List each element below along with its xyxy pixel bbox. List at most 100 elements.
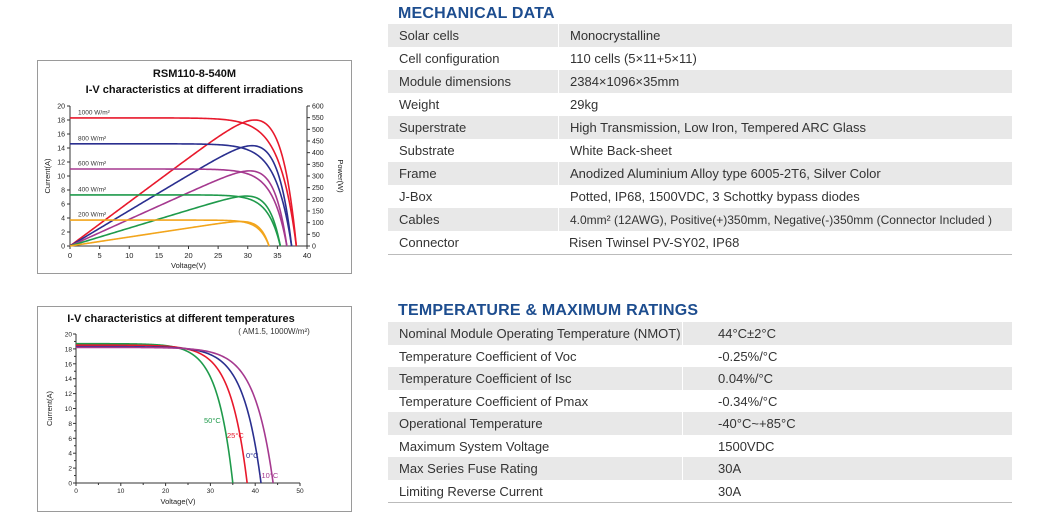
y2-tick-label: 600 xyxy=(312,104,324,111)
row-value: 4.0mm² (12AWG), Positive(+)350mm, Negati… xyxy=(570,213,993,227)
row-value: High Transmission, Low Iron, Tempered AR… xyxy=(570,120,866,135)
y-tick-label: 20 xyxy=(65,332,73,339)
series-label: 200 W/m² xyxy=(78,212,107,219)
y-tick-label: 18 xyxy=(57,118,65,125)
y2-tick-label: 550 xyxy=(312,115,324,122)
row-value: 1500VDC xyxy=(718,438,775,454)
x-tick-label: 20 xyxy=(184,251,192,260)
y-tick-label: 10 xyxy=(65,406,73,413)
row-label: Substrate xyxy=(399,143,455,158)
chart-title: I-V characteristics at different tempera… xyxy=(67,313,294,325)
y2-axis-label: Power(W) xyxy=(336,159,345,193)
row-label: Solar cells xyxy=(399,28,459,43)
y-tick-label: 2 xyxy=(68,466,72,473)
row-value: Risen Twinsel PV-SY02, IP68 xyxy=(569,235,740,250)
iv-curve-series-1 xyxy=(75,344,248,484)
table-row: Limiting Reverse Current 30A xyxy=(388,479,1012,502)
y-tick-label: 4 xyxy=(61,216,65,223)
row-label: Temperature Coefficient of Pmax xyxy=(399,393,589,409)
table-row: Frame Anodized Aluminium Alloy type 6005-… xyxy=(388,162,1012,185)
series-label: 0°C xyxy=(246,451,259,460)
table-row: Operational Temperature -40°C~+85°C xyxy=(388,412,1012,435)
y-tick-label: 14 xyxy=(57,146,65,153)
row-value: White Back-sheet xyxy=(570,143,672,158)
y-tick-label: 4 xyxy=(68,451,72,458)
pv-curve-series-3 xyxy=(69,195,282,247)
x-tick-label: 5 xyxy=(98,251,102,260)
row-label: Limiting Reverse Current xyxy=(399,483,543,499)
table-row: Connector Risen Twinsel PV-SY02, IP68 xyxy=(388,231,1012,254)
row-value: 30A xyxy=(718,461,742,476)
row-label: Connector xyxy=(399,235,459,250)
series-label: 600 W/m² xyxy=(78,161,107,168)
iv-curve-series-2 xyxy=(70,168,288,247)
y2-tick-label: 300 xyxy=(312,174,324,181)
table-row: Module dimensions 2384×1096×35mm xyxy=(388,70,1012,93)
y2-tick-label: 350 xyxy=(312,162,324,169)
y-tick-label: 14 xyxy=(65,376,73,383)
row-value: 2384×1096×35mm xyxy=(570,74,680,89)
x-tick-label: 40 xyxy=(252,488,260,495)
y-tick-label: 12 xyxy=(57,160,65,167)
iv-curve-series-3 xyxy=(70,194,282,247)
x-tick-label: 40 xyxy=(303,251,311,260)
row-value: 110 cells (5×11+5×11) xyxy=(570,51,697,66)
y-tick-label: 18 xyxy=(65,346,73,353)
table-row: Maximum System Voltage 1500VDC xyxy=(388,434,1012,457)
row-label: Cell configuration xyxy=(399,51,500,66)
x-tick-label: 0 xyxy=(74,488,78,495)
row-label: Superstrate xyxy=(399,120,467,135)
chart-model-name: RSM110-8-540M xyxy=(153,68,236,80)
y2-tick-label: 50 xyxy=(312,232,320,239)
x-tick-label: 30 xyxy=(244,251,252,260)
y2-tick-label: 400 xyxy=(312,150,324,157)
x-tick-label: 10 xyxy=(125,251,133,260)
row-label: Module dimensions xyxy=(399,74,512,89)
row-value: 0.04%/°C xyxy=(718,371,774,386)
y-tick-label: 8 xyxy=(61,188,65,195)
x-axis-label: Voltage(V) xyxy=(171,261,207,270)
y2-tick-label: 450 xyxy=(312,139,324,146)
row-value: -0.25%/°C xyxy=(718,348,778,364)
y-tick-label: 20 xyxy=(57,104,65,111)
row-value: Anodized Aluminium Alloy type 6005-2T6, … xyxy=(570,166,881,181)
irradiance-iv-chart: RSM110-8-540M I-V characteristics at diff… xyxy=(43,68,345,270)
y2-tick-label: 250 xyxy=(312,185,324,192)
table-row: Substrate White Back-sheet xyxy=(388,139,1012,162)
series-label: 50°C xyxy=(204,416,221,425)
table-row: Cables 4.0mm² (12AWG), Positive(+)350mm, … xyxy=(388,208,1012,231)
row-value: -40°C~+85°C xyxy=(718,416,796,431)
y2-tick-label: 100 xyxy=(312,220,324,227)
divider xyxy=(388,254,1012,255)
irradiance-chart-panel: RSM110-8-540M I-V characteristics at diff… xyxy=(37,60,352,274)
temperature-ratings-table: Nominal Module Operating Temperature (NM… xyxy=(388,322,1012,502)
y-tick-label: 6 xyxy=(68,436,72,443)
row-value: 30A xyxy=(718,483,742,499)
y-tick-label: 16 xyxy=(57,132,65,139)
series-label: 25°C xyxy=(227,431,244,440)
row-value: Monocrystalline xyxy=(570,28,661,43)
x-tick-label: 25 xyxy=(214,251,222,260)
table-row: Superstrate High Transmission, Low Iron, … xyxy=(388,116,1012,139)
series-label: 400 W/m² xyxy=(78,186,107,193)
y-axis-label: Current(A) xyxy=(43,158,52,194)
row-label: Nominal Module Operating Temperature (NM… xyxy=(399,326,681,341)
row-label: Frame xyxy=(399,166,437,181)
iv-curve-series-3 xyxy=(76,346,274,484)
iv-curve-series-0 xyxy=(76,342,234,484)
y2-tick-label: 150 xyxy=(312,209,324,216)
y2-tick-label: 500 xyxy=(312,127,324,134)
row-label: Maximum System Voltage xyxy=(399,438,550,454)
series-label: 1000 W/m² xyxy=(78,109,111,116)
y-tick-label: 6 xyxy=(61,202,65,209)
y-tick-label: 10 xyxy=(57,174,65,181)
y-tick-label: 8 xyxy=(68,421,72,428)
temperature-iv-chart: I-V characteristics at different tempera… xyxy=(45,313,310,506)
row-value: Potted, IP68, 1500VDC, 3 Schottky bypass… xyxy=(570,189,860,204)
table-row: J-Box Potted, IP68, 1500VDC, 3 Schottky b… xyxy=(388,185,1012,208)
series-label: -10°C xyxy=(259,471,279,480)
x-tick-label: 30 xyxy=(207,488,215,495)
row-value: -0.34%/°C xyxy=(718,393,778,409)
x-tick-label: 35 xyxy=(273,251,281,260)
row-label: Cables xyxy=(399,212,440,227)
